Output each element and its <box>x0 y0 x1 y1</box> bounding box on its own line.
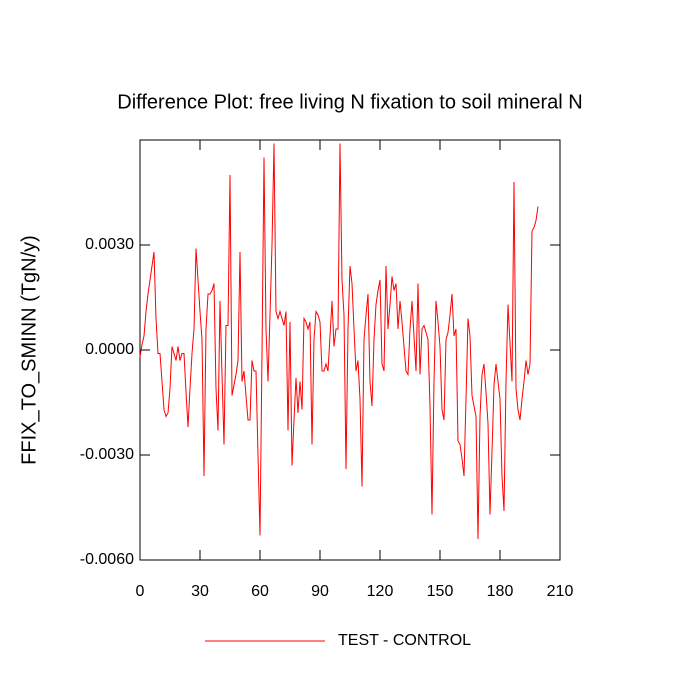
x-tick-label: 180 <box>487 583 514 600</box>
x-tick-label: 120 <box>367 583 394 600</box>
plot-frame <box>139 139 561 561</box>
y-tick-label: -0.0030 <box>80 446 134 463</box>
y-tick-label: 0.0000 <box>85 341 134 358</box>
x-tick-label: 150 <box>427 583 454 600</box>
x-tick-label: 0 <box>136 583 145 600</box>
legend-label: TEST - CONTROL <box>338 632 471 649</box>
chart-title: Difference Plot: free living N fixation … <box>117 91 582 113</box>
y-tick-label: -0.0060 <box>80 551 134 568</box>
y-tick-label: 0.0030 <box>85 236 134 253</box>
y-axis-label: FFIX_TO_SMINN (TgN/y) <box>18 235 40 465</box>
x-tick-label: 60 <box>251 583 269 600</box>
data-line <box>139 143 539 540</box>
x-tick-label: 210 <box>547 583 574 600</box>
x-tick-label: 90 <box>311 583 329 600</box>
x-tick-label: 30 <box>191 583 209 600</box>
